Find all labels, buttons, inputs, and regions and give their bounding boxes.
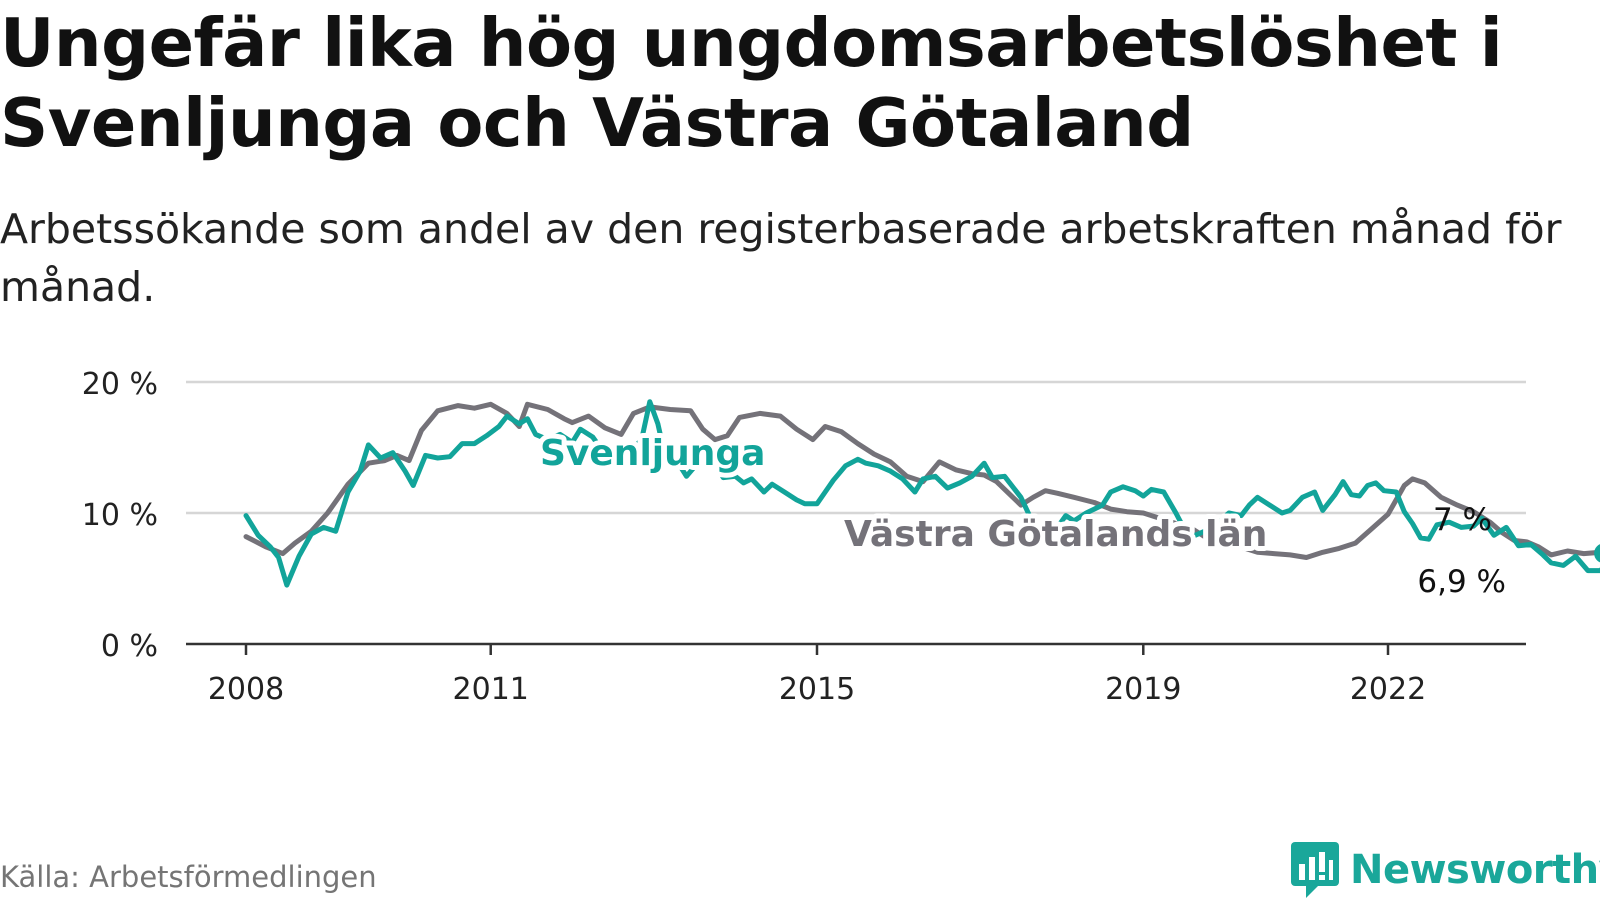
y-tick-label: 10 % bbox=[82, 498, 158, 533]
series-line-vastra-gotaland bbox=[243, 401, 1600, 560]
newsworthy-logo-icon bbox=[1291, 842, 1339, 898]
brand-name: Newsworthy bbox=[1350, 847, 1600, 893]
x-tick-label: 2015 bbox=[779, 672, 855, 707]
end-label-svenljunga: 6,9 % bbox=[1417, 564, 1506, 600]
series-label-vastra-gotaland-halo: Västra Götalands län bbox=[844, 514, 1267, 555]
y-tick-label: 0 % bbox=[101, 629, 158, 664]
x-tick-label: 2022 bbox=[1350, 672, 1426, 707]
x-tick-label: 2011 bbox=[453, 672, 529, 707]
chart-title: Ungefär lika hög ungdomsarbetslöshet i S… bbox=[0, 4, 1503, 162]
series-label-svenljunga-text: Svenljunga bbox=[540, 433, 765, 474]
x-axis-ticks: 2008 2011 2015 2019 2022 bbox=[208, 644, 1426, 707]
grid-lines bbox=[186, 380, 1526, 515]
series-lines bbox=[243, 399, 1600, 588]
chart-subtitle: Arbetssökande som andel av den registerb… bbox=[0, 205, 1562, 312]
y-tick-label: 20 % bbox=[82, 367, 158, 402]
newsworthy-logo[interactable]: Newsworthy bbox=[1290, 840, 1600, 900]
end-label-vastra-gotaland: 7 % bbox=[1433, 502, 1492, 538]
series-label-vastra-gotaland-text: Västra Götalands län bbox=[844, 514, 1267, 555]
series-end-marker bbox=[1594, 544, 1600, 563]
x-tick-label: 2008 bbox=[208, 672, 284, 707]
series-label-svenljunga-halo: Svenljunga bbox=[540, 433, 765, 474]
source-credit: Källa: Arbetsförmedlingen bbox=[0, 860, 377, 894]
x-tick-label: 2019 bbox=[1105, 672, 1181, 707]
y-axis-ticks: 0 % 10 % 20 % bbox=[82, 367, 158, 664]
series-line-svenljunga bbox=[243, 399, 1600, 588]
line-chart: 0 % 10 % 20 % 2008 2011 2015 2019 2022 Svenlju… bbox=[82, 367, 1600, 707]
